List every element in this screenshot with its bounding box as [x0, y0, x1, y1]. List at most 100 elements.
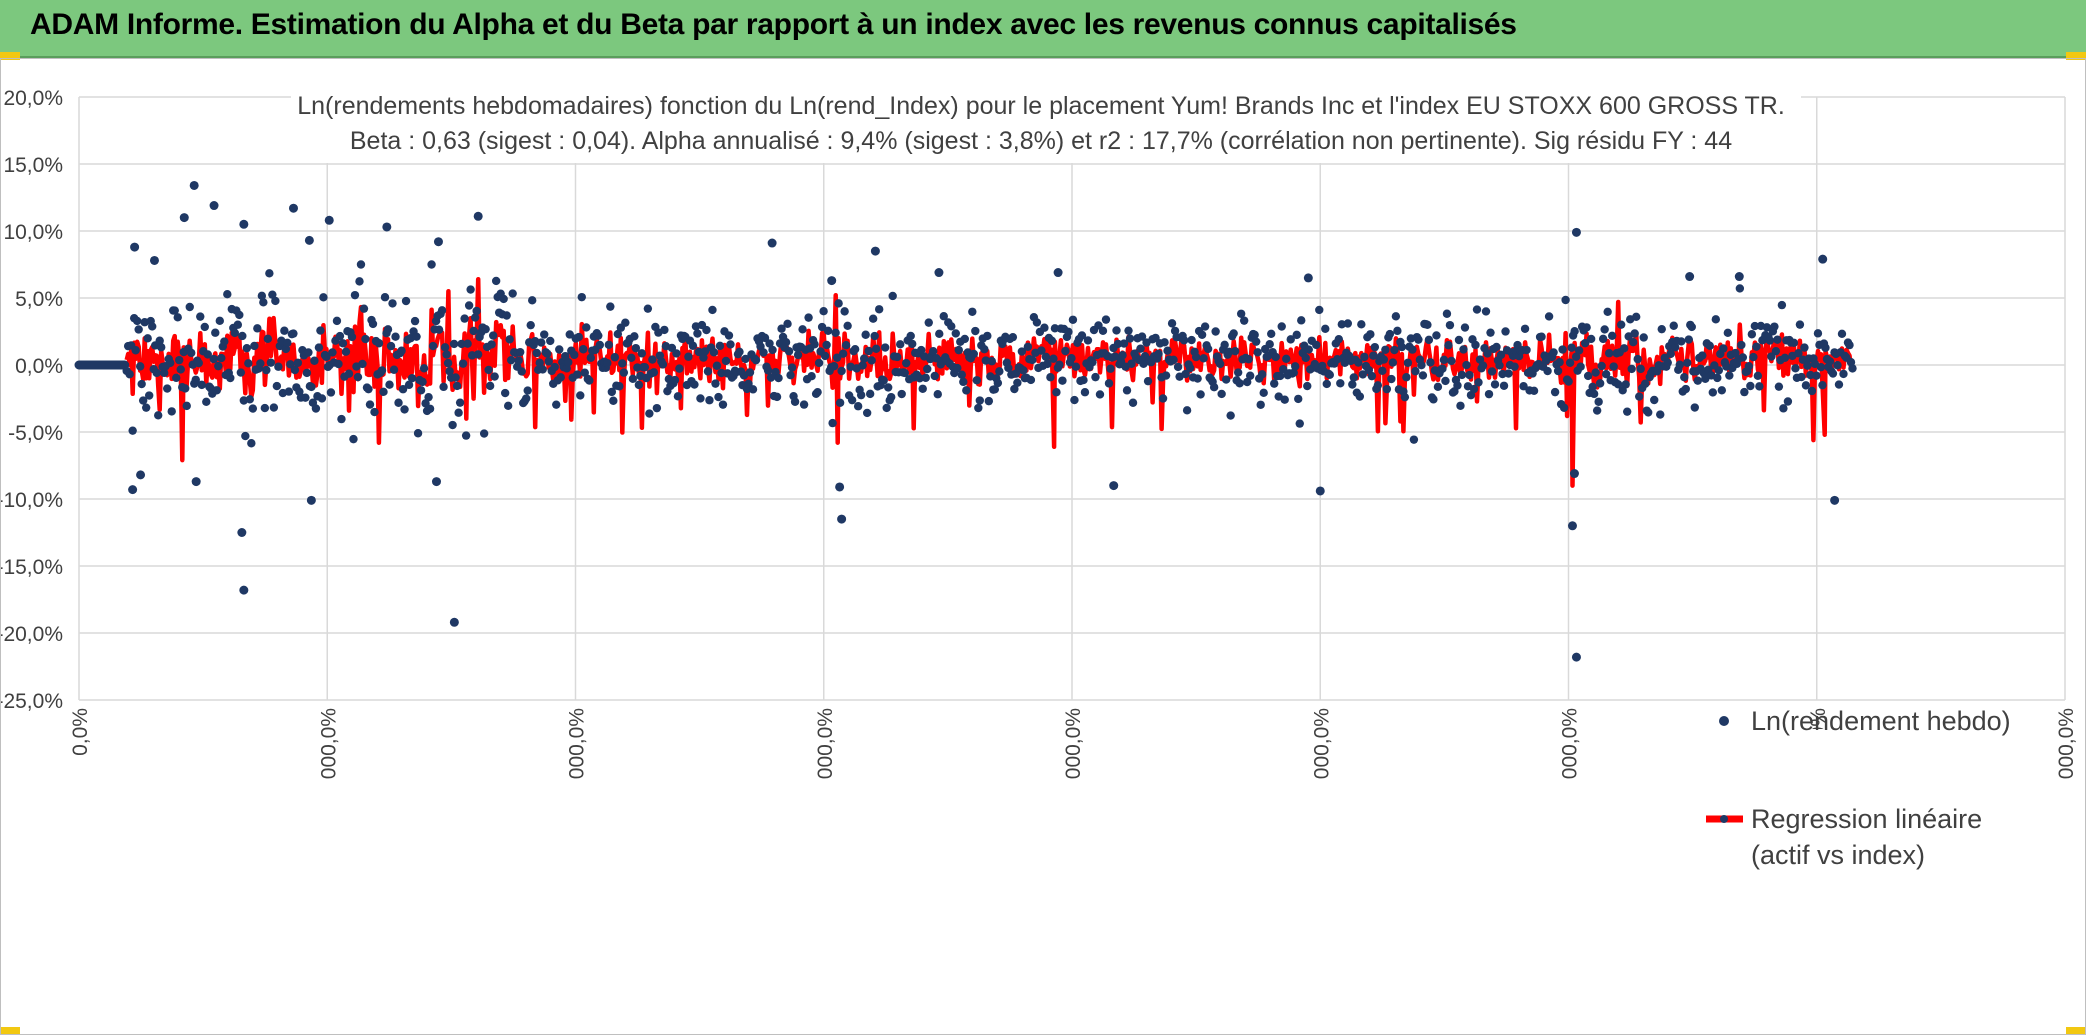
data-point: [604, 340, 614, 349]
data-point: [1616, 320, 1626, 329]
data-point: [1544, 312, 1554, 321]
data-point: [1457, 370, 1467, 380]
data-point: [212, 386, 221, 395]
data-point: [262, 365, 271, 375]
data-point: [1348, 380, 1357, 389]
data-point: [1740, 387, 1749, 397]
data-point: [577, 292, 586, 302]
data-point: [160, 368, 169, 378]
data-point: [1026, 375, 1036, 385]
data-point: [693, 329, 702, 338]
data-point: [434, 325, 444, 334]
data-point: [1032, 318, 1042, 327]
data-point: [829, 361, 839, 371]
data-point: [880, 343, 890, 352]
data-point: [1797, 372, 1806, 382]
data-point: [1490, 380, 1500, 389]
data-point: [1233, 368, 1243, 377]
data-point: [968, 307, 977, 316]
data-point: [862, 408, 872, 418]
data-point: [515, 347, 525, 357]
data-point: [286, 360, 295, 369]
data-point: [223, 290, 232, 299]
data-point: [293, 358, 303, 367]
data-point: [552, 400, 561, 409]
data-point: [1828, 369, 1838, 378]
data-point: [874, 305, 884, 314]
data-point: [1487, 367, 1497, 376]
data-point: [1161, 371, 1171, 380]
data-point: [640, 362, 650, 372]
data-point: [1771, 346, 1781, 356]
data-point: [1752, 342, 1761, 351]
data-point: [1203, 344, 1213, 354]
data-point: [500, 388, 510, 398]
data-point: [452, 381, 462, 391]
data-point: [670, 375, 680, 385]
data-point: [1289, 368, 1298, 377]
data-point: [1510, 362, 1519, 371]
data-point: [1598, 334, 1608, 344]
data-point: [1301, 353, 1310, 363]
data-point: [1113, 339, 1123, 349]
data-point: [540, 330, 549, 339]
data-point: [930, 371, 939, 381]
data-point: [1125, 334, 1135, 343]
data-point: [1049, 354, 1058, 363]
data-point: [203, 350, 212, 359]
data-point: [1833, 361, 1842, 370]
data-point: [1472, 305, 1482, 314]
data-point: [1498, 369, 1507, 379]
data-point: [1004, 363, 1013, 373]
data-point: [960, 334, 969, 344]
data-point: [349, 434, 358, 444]
data-point: [416, 386, 426, 395]
data-point: [1537, 332, 1546, 341]
data-point: [1315, 305, 1324, 315]
data-point: [248, 404, 258, 413]
data-point: [993, 378, 1003, 388]
data-point: [464, 301, 474, 310]
data-point: [386, 341, 396, 351]
x-tick-label: 000,0%: [814, 708, 837, 779]
data-point: [1445, 320, 1455, 330]
data-point: [337, 414, 346, 424]
data-point: [1008, 332, 1018, 342]
data-point: [1414, 335, 1423, 344]
notable-point: [189, 180, 199, 190]
data-point: [1139, 359, 1148, 368]
data-point: [610, 353, 620, 362]
data-point: [1193, 374, 1202, 383]
data-point: [1163, 346, 1172, 355]
data-point: [404, 380, 414, 390]
data-point: [1397, 342, 1407, 352]
data-point: [1382, 384, 1392, 394]
data-point: [1077, 331, 1087, 340]
data-point: [1379, 355, 1389, 364]
data-point: [906, 331, 915, 341]
data-point: [454, 408, 463, 417]
notable-point: [449, 617, 459, 627]
data-point: [427, 260, 436, 269]
data-point: [777, 324, 786, 333]
y-tick-label: 0,0%: [15, 355, 63, 378]
data-point: [715, 341, 725, 351]
data-point: [1777, 300, 1787, 310]
data-point: [1209, 383, 1219, 392]
data-point: [1322, 379, 1331, 389]
data-point: [984, 396, 994, 406]
data-point: [365, 400, 375, 409]
notable-point: [1571, 652, 1581, 662]
data-point: [840, 307, 849, 316]
data-point: [1755, 382, 1764, 391]
data-point: [1037, 346, 1046, 355]
notable-point: [827, 276, 837, 286]
data-point: [535, 358, 544, 368]
data-point: [618, 359, 627, 368]
data-point: [514, 356, 523, 365]
data-point: [1818, 380, 1827, 390]
data-point: [1295, 419, 1304, 428]
data-point: [1403, 358, 1413, 367]
data-point: [1221, 375, 1231, 384]
data-point: [1669, 321, 1678, 330]
